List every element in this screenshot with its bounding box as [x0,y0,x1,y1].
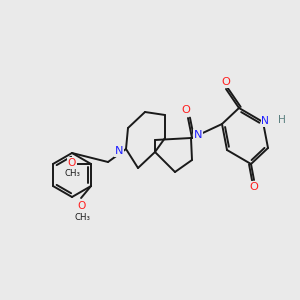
Text: O: O [182,105,190,115]
Text: O: O [68,158,76,168]
Text: O: O [250,182,258,192]
Text: CH₃: CH₃ [64,169,80,178]
Text: N: N [194,130,202,140]
Text: O: O [78,201,86,211]
Text: CH₃: CH₃ [74,212,90,221]
Text: O: O [222,77,230,87]
Text: N: N [115,146,123,156]
Text: N: N [261,116,269,126]
Text: H: H [278,115,286,125]
